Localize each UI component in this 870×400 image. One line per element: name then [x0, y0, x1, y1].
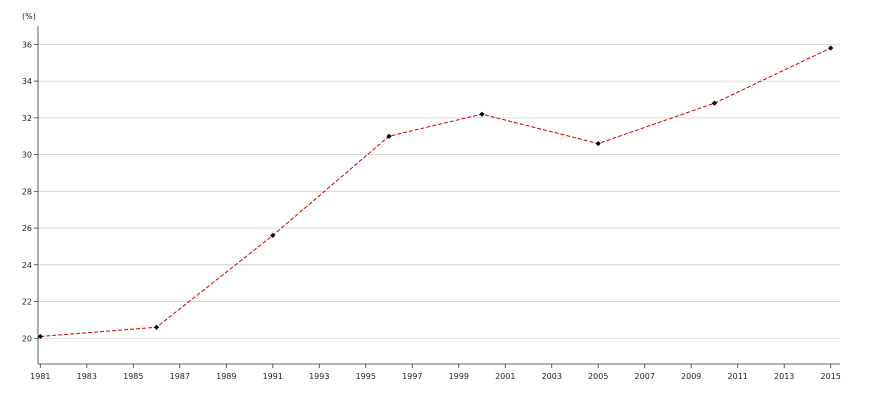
x-tick-label-0: 1981 — [30, 372, 50, 381]
data-point-1986 — [153, 324, 160, 330]
x-tick-label-11: 2003 — [542, 372, 562, 381]
x-tick-label-8: 1997 — [402, 372, 422, 381]
x-tick-label-9: 1999 — [449, 372, 469, 381]
data-point-2010 — [711, 100, 718, 106]
x-tick-label-6: 1993 — [309, 372, 329, 381]
x-tick-label-7: 1995 — [356, 372, 376, 381]
data-point-2015 — [828, 45, 834, 51]
x-tick-label-4: 1989 — [216, 372, 236, 381]
x-tick-label-14: 2009 — [681, 372, 701, 381]
tick-labels: 20 22 24 26 28 30 32 34 36 1981 1983 1985 1987 1989 19… — [22, 40, 841, 381]
x-tick-label-3: 1987 — [170, 372, 190, 381]
series-line-0 — [40, 47, 831, 337]
y-tick-label-5: 30 — [22, 151, 32, 160]
axes — [34, 26, 840, 368]
x-tick-label-13: 2007 — [635, 372, 655, 381]
data-point-1991 — [270, 232, 276, 239]
x-tick-label-1: 1983 — [77, 372, 97, 381]
data-point-1996 — [386, 133, 392, 139]
x-tick-label-10: 2001 — [495, 372, 515, 381]
series — [37, 45, 834, 340]
data-point-2000 — [479, 111, 485, 117]
x-tick-label-15: 2011 — [728, 372, 748, 381]
y-tick-label-4: 28 — [22, 187, 32, 196]
grid-lines — [38, 43, 840, 339]
x-tick-label-5: 1991 — [263, 372, 283, 381]
y-tick-label-7: 34 — [22, 77, 32, 86]
y-tick-label-8: 36 — [22, 40, 32, 49]
x-tick-label-16: 2013 — [774, 372, 794, 381]
y-tick-label-0: 20 — [22, 334, 32, 343]
data-point-1981 — [37, 333, 43, 340]
x-tick-label-2: 1985 — [123, 372, 143, 381]
y-tick-label-1: 22 — [22, 298, 32, 307]
y-axis-label: (%) — [22, 12, 36, 21]
y-tick-label-6: 32 — [22, 114, 32, 123]
y-tick-label-2: 24 — [22, 261, 32, 270]
data-point-2005 — [595, 140, 601, 147]
x-tick-label-17: 2015 — [821, 372, 841, 381]
y-tick-label-3: 26 — [22, 224, 32, 233]
x-tick-label-12: 2005 — [588, 372, 608, 381]
